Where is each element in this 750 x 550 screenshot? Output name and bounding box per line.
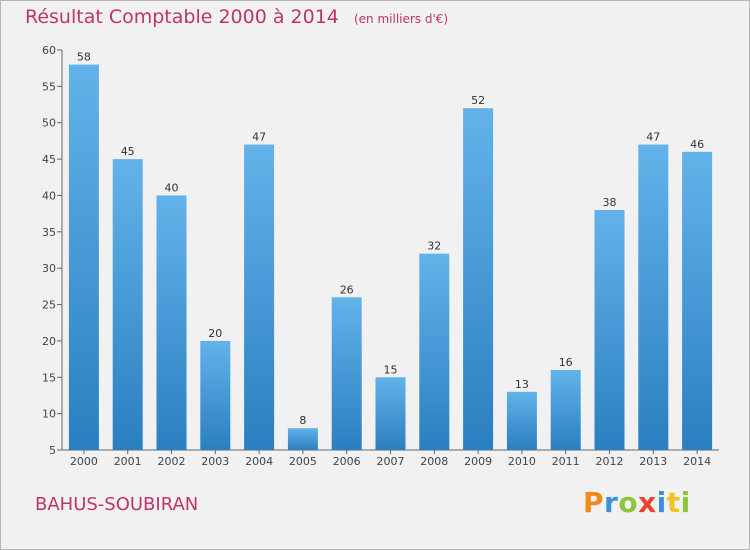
bar-value-label: 45: [121, 145, 135, 158]
x-tick-label: 2009: [464, 455, 492, 468]
chart-unit: (en milliers d'€): [353, 12, 449, 26]
bar-value-label: 40: [165, 181, 179, 194]
logo-letter: i: [656, 486, 667, 519]
y-tick-label: 20: [42, 335, 56, 348]
bar-2003[interactable]: [200, 340, 231, 450]
x-tick-label: 2011: [552, 455, 580, 468]
bar-2010[interactable]: [506, 391, 537, 450]
chart-title: Résultat Comptable 2000 à 2014: [25, 6, 339, 28]
bar-2000[interactable]: [68, 64, 99, 450]
bar-2007[interactable]: [375, 377, 406, 450]
bar-2006[interactable]: [331, 297, 362, 450]
logo-letter: o: [618, 486, 639, 519]
bar-value-label: 16: [559, 356, 573, 369]
x-tick-label: 2005: [289, 455, 317, 468]
bar-value-label: 46: [690, 138, 704, 151]
y-tick-label: 25: [42, 299, 56, 312]
bar-value-label: 15: [384, 363, 398, 376]
bar-value-label: 38: [603, 196, 617, 209]
logo-letter: t: [666, 486, 681, 519]
y-tick-label: 15: [42, 371, 56, 384]
x-tick-label: 2001: [114, 455, 142, 468]
y-tick-label: 35: [42, 226, 56, 239]
bar-2008[interactable]: [419, 253, 450, 450]
bar-2001[interactable]: [112, 159, 143, 450]
x-tick-label: 2006: [333, 455, 361, 468]
bar-value-label: 26: [340, 283, 354, 296]
y-tick-label: 10: [42, 408, 56, 421]
logo-letter: x: [638, 486, 657, 519]
x-tick-label: 2002: [158, 455, 186, 468]
logo-letter: r: [604, 486, 619, 519]
x-tick-label: 2014: [683, 455, 711, 468]
bar-value-label: 20: [208, 327, 222, 340]
bar-2011[interactable]: [550, 370, 581, 450]
y-tick-label: 5: [49, 444, 56, 457]
bar-2002[interactable]: [156, 195, 187, 450]
x-tick-label: 2004: [245, 455, 273, 468]
proxiti-logo[interactable]: Proxiti: [583, 486, 691, 519]
bar-2013[interactable]: [638, 144, 669, 450]
y-tick-label: 55: [42, 80, 56, 93]
bar-2004[interactable]: [244, 144, 275, 450]
bar-value-label: 47: [646, 131, 660, 144]
bar-value-label: 13: [515, 378, 529, 391]
bar-value-label: 47: [252, 131, 266, 144]
bar-2012[interactable]: [594, 210, 625, 450]
x-tick-label: 2000: [70, 455, 98, 468]
y-tick-label: 30: [42, 262, 56, 275]
y-tick-label: 40: [42, 189, 56, 202]
x-tick-label: 2007: [377, 455, 405, 468]
x-tick-label: 2010: [508, 455, 536, 468]
chart-title-row: Résultat Comptable 2000 à 2014 (en milli…: [25, 6, 448, 28]
logo-letter: i: [680, 486, 691, 519]
logo-letter: P: [583, 486, 605, 519]
y-tick-label: 45: [42, 153, 56, 166]
bar-2014[interactable]: [682, 151, 713, 450]
x-tick-label: 2003: [201, 455, 229, 468]
bar-value-label: 8: [299, 414, 306, 427]
x-tick-label: 2008: [420, 455, 448, 468]
bar-value-label: 32: [427, 240, 441, 253]
commune-name: BAHUS-SOUBIRAN: [35, 494, 199, 515]
bar-2005[interactable]: [287, 428, 318, 450]
x-tick-label: 2013: [639, 455, 667, 468]
x-tick-label: 2012: [596, 455, 624, 468]
y-tick-label: 60: [42, 44, 56, 57]
bar-2009[interactable]: [463, 108, 494, 450]
bar-value-label: 58: [77, 51, 91, 64]
y-tick-label: 50: [42, 117, 56, 130]
bar-value-label: 52: [471, 94, 485, 107]
